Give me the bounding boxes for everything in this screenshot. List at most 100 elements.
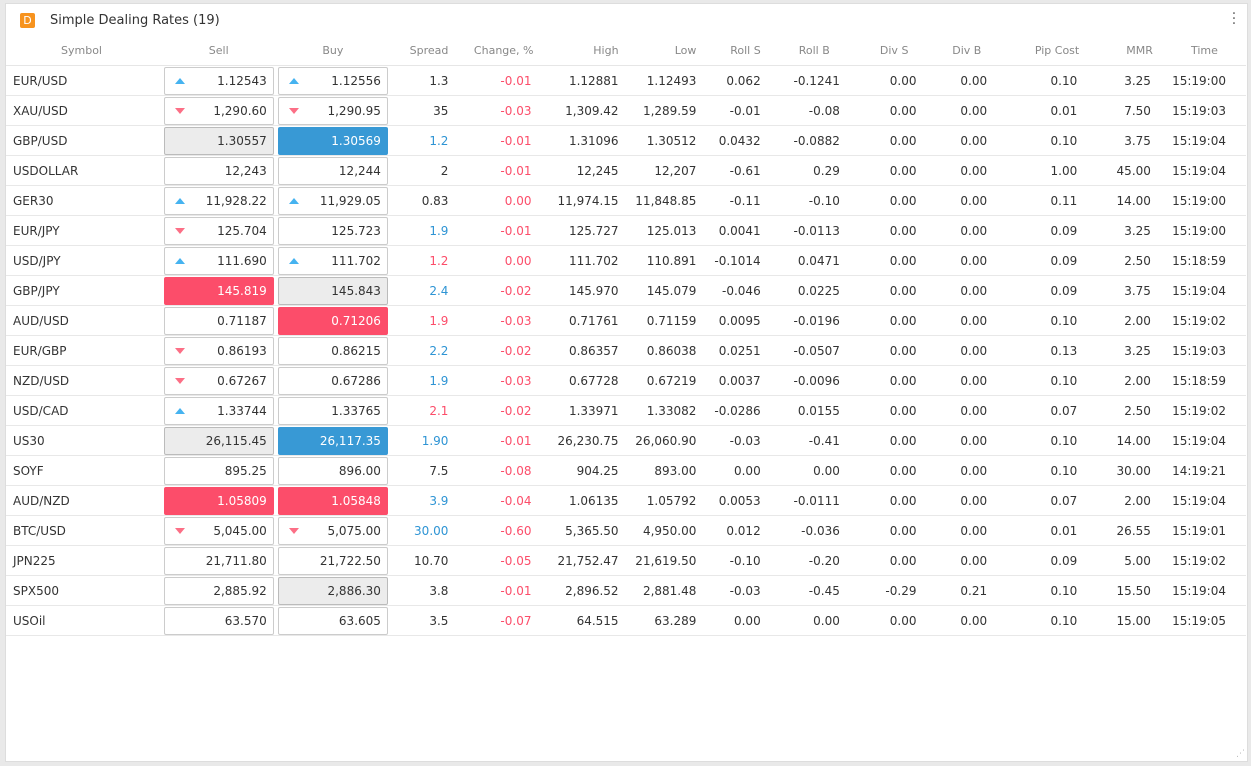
buy-price-button[interactable]: 0.86215 bbox=[277, 336, 388, 365]
column-header[interactable]: Roll S bbox=[706, 36, 771, 66]
buy-price-button[interactable]: 1.12556 bbox=[277, 66, 388, 95]
table-row[interactable]: EUR/JPY 125.704 125.723 1.9 -0.01 125.727 125.… bbox=[6, 215, 1246, 246]
sell-price-button[interactable]: 12,243 bbox=[163, 156, 274, 185]
buy-price-button[interactable]: 1.30569 bbox=[277, 126, 388, 155]
roll-b-cell: -0.10 bbox=[770, 185, 858, 216]
table-row[interactable]: NZD/USD 0.67267 0.67286 1.9 -0.03 0.67728 0.67… bbox=[6, 365, 1246, 396]
column-header[interactable]: MMR bbox=[1089, 36, 1163, 66]
sell-price-button[interactable]: 1.12543 bbox=[163, 66, 274, 95]
buy-price-button[interactable]: 1.05848 bbox=[277, 486, 388, 515]
sell-price-button[interactable]: 1.05809 bbox=[163, 486, 274, 515]
column-header[interactable]: Symbol bbox=[6, 36, 162, 66]
sell-price-button[interactable]: 0.67267 bbox=[163, 366, 274, 395]
buy-price-button[interactable]: 21,722.50 bbox=[277, 546, 388, 575]
column-header[interactable]: High bbox=[543, 36, 629, 66]
column-header[interactable]: Buy bbox=[275, 36, 390, 66]
low-cell: 1.05792 bbox=[628, 485, 707, 516]
sell-price-button[interactable]: 11,928.22 bbox=[163, 186, 274, 215]
table-row[interactable]: GBP/JPY 145.819 145.843 2.4 -0.02 145.970 145.… bbox=[6, 275, 1246, 306]
div-b-cell: 0.00 bbox=[930, 455, 1004, 486]
sell-price-button[interactable]: 1.33744 bbox=[163, 396, 274, 425]
table-row[interactable]: SPX500 2,885.92 2,886.30 3.8 -0.01 2,896.52 2,… bbox=[6, 575, 1246, 606]
mmr-cell: 14.00 bbox=[1089, 425, 1163, 456]
sell-price-button[interactable]: 0.71187 bbox=[163, 306, 274, 335]
buy-price-button[interactable]: 0.67286 bbox=[277, 366, 388, 395]
buy-price: 0.86215 bbox=[331, 343, 381, 358]
table-row[interactable]: SOYF 895.25 896.00 7.5 -0.08 904.25 893.00 0.00… bbox=[6, 455, 1246, 486]
column-header[interactable]: Roll B bbox=[770, 36, 858, 66]
column-header[interactable]: Div S bbox=[857, 36, 931, 66]
roll-s-cell: -0.01 bbox=[706, 95, 771, 126]
time-cell: 15:19:00 bbox=[1162, 185, 1246, 216]
table-row[interactable]: XAU/USD 1,290.60 1,290.95 35 -0.03 1,309.42 1,… bbox=[6, 95, 1246, 126]
sell-price: 125.704 bbox=[217, 223, 267, 238]
high-cell: 0.71761 bbox=[543, 305, 629, 336]
column-header[interactable]: Pip Cost bbox=[1003, 36, 1090, 66]
sell-price-button[interactable]: 26,115.45 bbox=[163, 426, 274, 455]
sell-price-button[interactable]: 895.25 bbox=[163, 456, 274, 485]
sell-price-button[interactable]: 2,885.92 bbox=[163, 576, 274, 605]
high-cell: 64.515 bbox=[543, 605, 629, 636]
buy-price-button[interactable]: 5,075.00 bbox=[277, 516, 388, 545]
buy-price-button[interactable]: 896.00 bbox=[277, 456, 388, 485]
table-row[interactable]: USOil 63.570 63.605 3.5 -0.07 64.515 63.289 0.0… bbox=[6, 605, 1246, 636]
column-header[interactable]: Low bbox=[628, 36, 707, 66]
table-row[interactable]: USD/CAD 1.33744 1.33765 2.1 -0.02 1.33971 1.33… bbox=[6, 395, 1246, 426]
column-header[interactable]: Div B bbox=[930, 36, 1004, 66]
more-menu-icon[interactable]: · · · bbox=[1231, 6, 1237, 32]
spread-cell: 1.9 bbox=[389, 305, 459, 336]
buy-price-button[interactable]: 125.723 bbox=[277, 216, 388, 245]
roll-s-cell: -0.10 bbox=[706, 545, 771, 576]
sell-price-button[interactable]: 111.690 bbox=[163, 246, 274, 275]
symbol-cell: SOYF bbox=[6, 455, 162, 486]
table-row[interactable]: EUR/USD 1.12543 1.12556 1.3 -0.01 1.12881 1.12… bbox=[6, 65, 1246, 96]
sell-price-button[interactable]: 1.30557 bbox=[163, 126, 274, 155]
table-row[interactable]: JPN225 21,711.80 21,722.50 10.70 -0.05 21,752… bbox=[6, 545, 1246, 576]
table-row[interactable]: BTC/USD 5,045.00 5,075.00 30.00 -0.60 5,365.5… bbox=[6, 515, 1246, 546]
buy-price: 896.00 bbox=[338, 463, 381, 478]
sell-price-button[interactable]: 1,290.60 bbox=[163, 96, 274, 125]
mmr-cell: 15.00 bbox=[1089, 605, 1163, 636]
sell-price-button[interactable]: 5,045.00 bbox=[163, 516, 274, 545]
sell-price-button[interactable]: 21,711.80 bbox=[163, 546, 274, 575]
table-row[interactable]: EUR/GBP 0.86193 0.86215 2.2 -0.02 0.86357 0.86… bbox=[6, 335, 1246, 366]
table-row[interactable]: GBP/USD 1.30557 1.30569 1.2 -0.01 1.31096 1.30… bbox=[6, 125, 1246, 156]
table-row[interactable]: US30 26,115.45 26,117.35 1.90 -0.01 26,230.75… bbox=[6, 425, 1246, 456]
column-header[interactable]: Spread bbox=[389, 36, 459, 66]
mmr-cell: 30.00 bbox=[1089, 455, 1163, 486]
buy-price-button[interactable]: 26,117.35 bbox=[277, 426, 388, 455]
buy-price-button[interactable]: 145.843 bbox=[277, 276, 388, 305]
buy-price-button[interactable]: 63.605 bbox=[277, 606, 388, 635]
buy-price-button[interactable]: 111.702 bbox=[277, 246, 388, 275]
table-row[interactable]: USD/JPY 111.690 111.702 1.2 0.00 111.702 110.8… bbox=[6, 245, 1246, 276]
table-row[interactable]: USDOLLAR 12,243 12,244 2 -0.01 12,245 12,207 -0… bbox=[6, 155, 1246, 186]
roll-b-cell: -0.20 bbox=[770, 545, 858, 576]
roll-s-cell: -0.03 bbox=[706, 425, 771, 456]
sell-price-button[interactable]: 0.86193 bbox=[163, 336, 274, 365]
roll-s-cell: 0.00 bbox=[706, 605, 771, 636]
change-cell: -0.01 bbox=[458, 215, 544, 246]
sell-price-button[interactable]: 145.819 bbox=[163, 276, 274, 305]
resize-grip-icon[interactable]: ⋰ bbox=[1236, 749, 1245, 759]
sell-price-button[interactable]: 125.704 bbox=[163, 216, 274, 245]
buy-price-button[interactable]: 2,886.30 bbox=[277, 576, 388, 605]
column-header[interactable]: Change, % bbox=[458, 36, 544, 66]
pip-cost-cell: 0.07 bbox=[1003, 485, 1090, 516]
buy-price-button[interactable]: 1.33765 bbox=[277, 396, 388, 425]
roll-s-cell: 0.00 bbox=[706, 455, 771, 486]
roll-b-cell: -0.036 bbox=[770, 515, 858, 546]
column-header[interactable]: Time bbox=[1162, 36, 1246, 66]
buy-price-button[interactable]: 1,290.95 bbox=[277, 96, 388, 125]
table-row[interactable]: GER30 11,928.22 11,929.05 0.83 0.00 11,974.15… bbox=[6, 185, 1246, 216]
buy-price-button[interactable]: 0.71206 bbox=[277, 306, 388, 335]
buy-price-button[interactable]: 12,244 bbox=[277, 156, 388, 185]
sell-price-button[interactable]: 63.570 bbox=[163, 606, 274, 635]
sell-price: 0.86193 bbox=[217, 343, 267, 358]
column-header[interactable]: Sell bbox=[161, 36, 276, 66]
mmr-cell: 3.75 bbox=[1089, 275, 1163, 306]
table-row[interactable]: AUD/NZD 1.05809 1.05848 3.9 -0.04 1.06135 1.05… bbox=[6, 485, 1246, 516]
symbol-cell: USDOLLAR bbox=[6, 155, 162, 186]
low-cell: 145.079 bbox=[628, 275, 707, 306]
table-row[interactable]: AUD/USD 0.71187 0.71206 1.9 -0.03 0.71761 0.71… bbox=[6, 305, 1246, 336]
buy-price-button[interactable]: 11,929.05 bbox=[277, 186, 388, 215]
